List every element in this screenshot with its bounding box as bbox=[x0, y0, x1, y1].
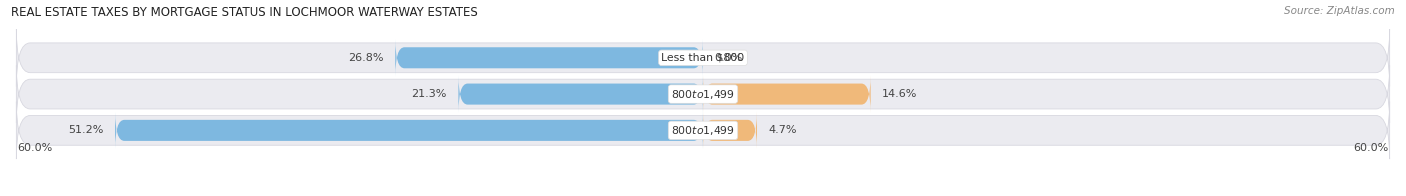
Text: $800 to $1,499: $800 to $1,499 bbox=[671, 88, 735, 101]
Text: Source: ZipAtlas.com: Source: ZipAtlas.com bbox=[1284, 6, 1395, 16]
FancyBboxPatch shape bbox=[17, 29, 1389, 86]
Text: 21.3%: 21.3% bbox=[412, 89, 447, 99]
FancyBboxPatch shape bbox=[703, 76, 870, 113]
Text: 26.8%: 26.8% bbox=[349, 53, 384, 63]
Text: 60.0%: 60.0% bbox=[1353, 143, 1389, 153]
FancyBboxPatch shape bbox=[703, 112, 756, 149]
FancyBboxPatch shape bbox=[17, 65, 1389, 123]
Text: 0.0%: 0.0% bbox=[714, 53, 742, 63]
FancyBboxPatch shape bbox=[17, 102, 1389, 159]
FancyBboxPatch shape bbox=[458, 76, 703, 113]
Text: $800 to $1,499: $800 to $1,499 bbox=[671, 124, 735, 137]
Text: 51.2%: 51.2% bbox=[69, 125, 104, 135]
Text: 60.0%: 60.0% bbox=[17, 143, 53, 153]
Text: REAL ESTATE TAXES BY MORTGAGE STATUS IN LOCHMOOR WATERWAY ESTATES: REAL ESTATE TAXES BY MORTGAGE STATUS IN … bbox=[11, 6, 478, 19]
FancyBboxPatch shape bbox=[115, 112, 703, 149]
Text: 4.7%: 4.7% bbox=[769, 125, 797, 135]
Text: Less than $800: Less than $800 bbox=[661, 53, 745, 63]
FancyBboxPatch shape bbox=[395, 39, 703, 76]
Text: 14.6%: 14.6% bbox=[882, 89, 918, 99]
